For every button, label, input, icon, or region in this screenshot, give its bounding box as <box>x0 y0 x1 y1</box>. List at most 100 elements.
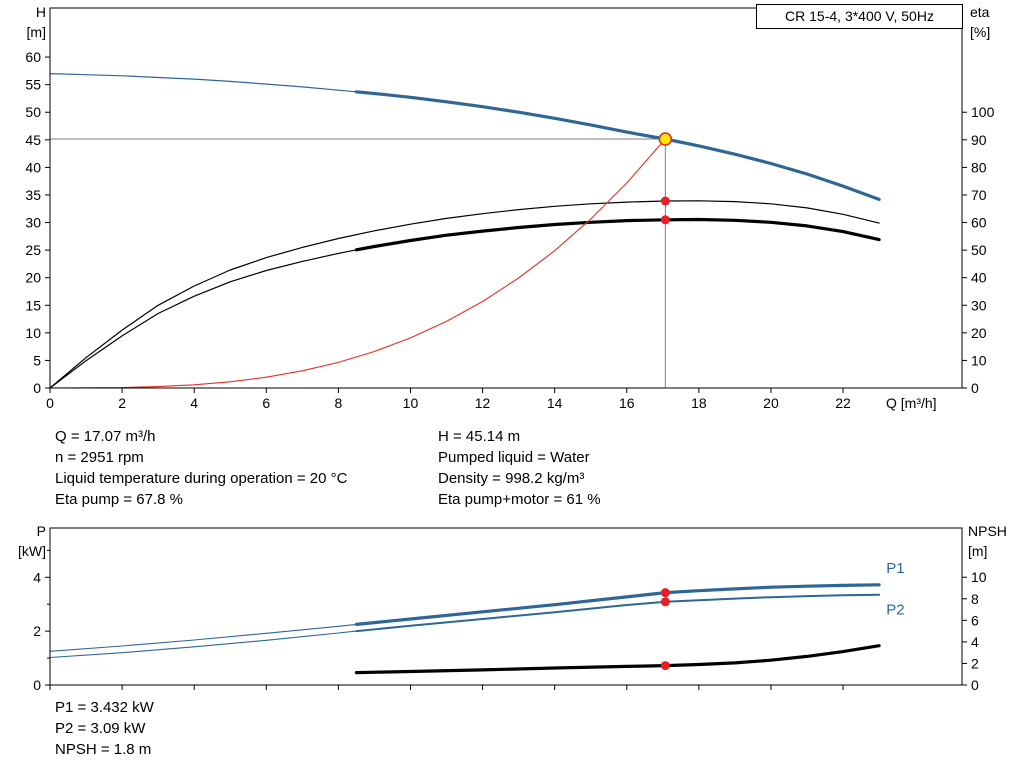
eta-axis-title-unit: [%] <box>970 24 991 40</box>
y-tick-label: 20 <box>25 270 41 286</box>
p1-label: P1 <box>886 560 904 577</box>
x-axis: 0 2 4 6 8 10 12 14 16 18 20 22 <box>46 388 851 411</box>
eta-pump-motor-curve <box>354 217 881 252</box>
npsh-curve <box>354 644 881 675</box>
x-tick-label: 8 <box>334 395 342 411</box>
x-tick-label: 18 <box>691 395 707 411</box>
p-axis-title-unit: [kW] <box>18 543 46 559</box>
p1-duty-dot <box>660 588 670 598</box>
x-tick-label: 0 <box>46 395 54 411</box>
y-tick-label: 6 <box>971 612 979 628</box>
y-tick-label: 40 <box>971 270 987 286</box>
p1-curve-thin <box>49 623 357 652</box>
y-tick-label: 30 <box>25 215 41 231</box>
y-tick-label: 25 <box>25 242 41 258</box>
y-tick-label: 0 <box>971 677 979 693</box>
eta-axis-title-symbol: eta <box>970 4 990 20</box>
y-tick-label: 10 <box>25 325 41 341</box>
y-axis-left: 0 2 4 <box>33 549 50 693</box>
eta-pump-motor-duty-dot <box>660 215 670 225</box>
duty-info-right: H = 45.14 m Pumped liquid = Water Densit… <box>438 426 601 510</box>
duty-info-left: Q = 17.07 m³/h n = 2951 rpm Liquid tempe… <box>55 426 347 510</box>
x-axis <box>49 685 844 690</box>
p2-duty-dot <box>660 597 670 607</box>
flow-value: Q = 17.07 m³/h <box>55 428 156 445</box>
x-tick-label: 22 <box>835 395 851 411</box>
duty-point <box>658 132 673 146</box>
npsh-axis-title: NPSH [m] <box>968 521 1020 561</box>
x-tick-label: 10 <box>403 395 419 411</box>
y-tick-label: 15 <box>25 297 41 313</box>
y-axis-right: 0 2 4 6 8 10 <box>962 569 987 693</box>
y-tick-label: 0 <box>33 380 41 396</box>
y-tick-label: 45 <box>25 132 41 148</box>
p1-curve <box>354 583 881 627</box>
x-tick-label: 12 <box>475 395 491 411</box>
eta-pump-motor-value: Eta pump+motor = 61 % <box>438 491 601 508</box>
y-tick-label: 0 <box>33 677 41 693</box>
y-tick-label: 35 <box>25 187 41 203</box>
eta-axis-title: eta [%] <box>970 2 1018 42</box>
y-tick-label: 2 <box>971 655 979 671</box>
npsh-axis-title-symbol: NPSH <box>968 523 1007 539</box>
y-tick-label: 10 <box>971 569 987 585</box>
eta-pump-curve <box>49 200 880 389</box>
h-axis-title: H [m] <box>6 2 46 42</box>
p2-value: P2 = 3.09 kW <box>55 720 146 737</box>
qh-curve-thin <box>49 72 357 93</box>
y-tick-label: 8 <box>971 591 979 607</box>
y-tick-label: 50 <box>25 104 41 120</box>
y-tick-label: 60 <box>25 49 41 65</box>
y-tick-label: 50 <box>971 242 987 258</box>
q-axis-title: Q [m³/h] <box>886 395 937 411</box>
y-tick-label: 0 <box>971 380 979 396</box>
x-tick-label: 4 <box>190 395 198 411</box>
p-axis-title: P [kW] <box>0 521 46 561</box>
y-tick-label: 70 <box>971 187 987 203</box>
power-npsh-info: P1 = 3.432 kW P2 = 3.09 kW NPSH = 1.8 m <box>55 697 154 760</box>
x-tick-label: 2 <box>118 395 126 411</box>
density-value: Density = 998.2 kg/m³ <box>438 470 585 487</box>
y-tick-label: 100 <box>971 104 995 120</box>
y-tick-label: 2 <box>33 623 41 639</box>
eta-pump-value: Eta pump = 67.8 % <box>55 491 183 508</box>
p1-value: P1 = 3.432 kW <box>55 699 154 716</box>
qh-curve <box>354 90 881 201</box>
npsh-axis-title-unit: [m] <box>968 543 988 559</box>
x-tick-label: 16 <box>619 395 635 411</box>
y-tick-label: 30 <box>971 297 987 313</box>
speed-value: n = 2951 rpm <box>55 449 144 466</box>
eta-pump-duty-dot <box>660 196 670 206</box>
p2-label: P2 <box>886 602 904 619</box>
y-axis-left: 0 5 10 15 20 25 30 35 40 45 50 55 60 <box>25 49 50 396</box>
pumped-liquid-value: Pumped liquid = Water <box>438 449 590 466</box>
y-axis-right: 0 10 20 30 40 50 60 70 80 90 100 <box>962 104 995 396</box>
y-tick-label: 4 <box>971 634 979 650</box>
p2-curve <box>355 593 881 633</box>
qh-efficiency-chart: 0 2 4 6 8 10 12 14 16 18 20 22 0 5 10 15 20 25 30 35 40 45 50 5… <box>25 7 995 411</box>
y-tick-label: 60 <box>971 215 987 231</box>
h-axis-title-unit: [m] <box>26 24 46 40</box>
x-tick-label: 6 <box>262 395 270 411</box>
plot-border <box>49 527 963 686</box>
y-tick-label: 20 <box>971 325 987 341</box>
eta-pump-motor-curve-thin <box>49 249 357 389</box>
npsh-duty-dot <box>660 661 670 671</box>
head-value: H = 45.14 m <box>438 428 521 445</box>
y-tick-label: 40 <box>25 159 41 175</box>
y-tick-label: 90 <box>971 132 987 148</box>
plot-border <box>49 7 963 389</box>
p2-curve-thin <box>49 630 357 659</box>
x-tick-label: 14 <box>547 395 563 411</box>
pump-model-title: CR 15-4, 3*400 V, 50Hz <box>756 4 963 29</box>
system-curve <box>49 138 666 389</box>
y-tick-label: 4 <box>33 569 41 585</box>
liquid-temperature-value: Liquid temperature during operation = 20… <box>55 470 348 487</box>
y-tick-label: 55 <box>25 77 41 93</box>
p-axis-title-symbol: P <box>36 523 46 539</box>
y-tick-label: 10 <box>971 352 987 368</box>
y-tick-label: 80 <box>971 159 987 175</box>
npsh-value: NPSH = 1.8 m <box>55 741 152 758</box>
y-tick-label: 5 <box>33 352 41 368</box>
